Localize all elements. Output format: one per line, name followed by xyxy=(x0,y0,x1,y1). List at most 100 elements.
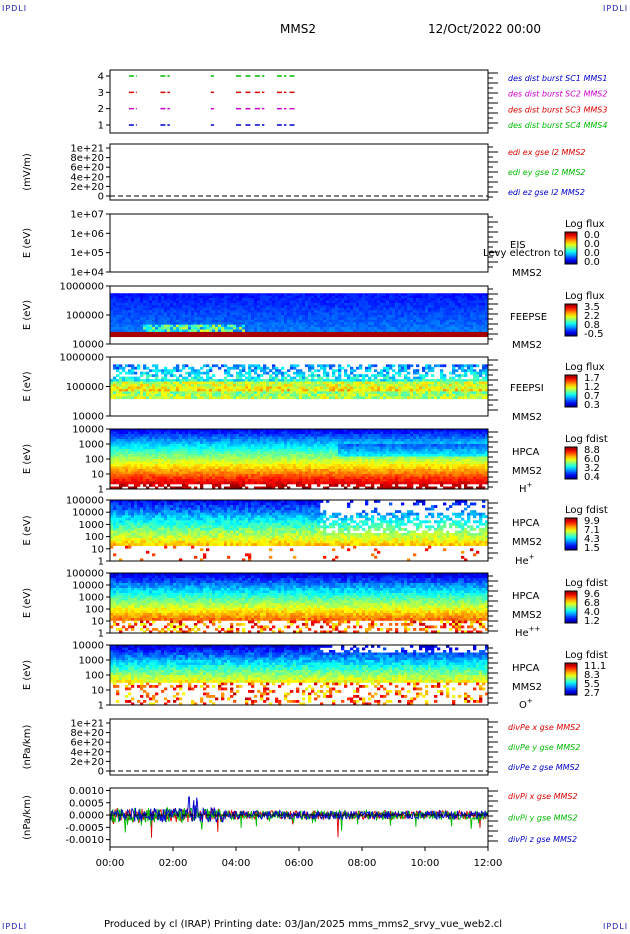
panel-hpca_o-colorbar-title: Log fdist xyxy=(565,650,608,661)
panel-hpca_he1-colorbar-tick-2: 4.3 xyxy=(584,534,600,545)
panel-eis-ytick-label-2: 1e+05 xyxy=(70,248,104,259)
panel-feepsi-colorbar-tick-1: 1.2 xyxy=(584,382,600,393)
panel-edi-ytick-label-1: 8e+20 xyxy=(70,153,104,164)
panel-divpe-ytick-label-4: 2e+20 xyxy=(70,757,104,768)
panel-hpca_o-species: O+ xyxy=(519,697,533,711)
panel-hpca_h-species-sup: + xyxy=(527,481,533,489)
panel-hpca_o-ytick-label-4: 1 xyxy=(98,701,104,712)
panel-hpca_o-ytick-label-2: 100 xyxy=(85,671,104,682)
panel-hpca_o-colorbar-tick-2: 5.5 xyxy=(584,679,600,690)
panel-hpca_he1-ytick-label-0: 100000 xyxy=(66,496,104,507)
panel-feepse-instrument: FEEPSE xyxy=(510,312,547,323)
panel-hpca_he1-ytick-label-4: 10 xyxy=(91,544,104,555)
panel-feepsi-spacecraft: MMS2 xyxy=(512,412,542,423)
panel-feepse-colorbar-tick-0: 3.5 xyxy=(584,302,600,313)
panel-hpca_he1-colorbar xyxy=(564,517,578,551)
spacecraft-title: MMS2 xyxy=(280,22,316,36)
panel-eis-ylabel: E (eV) xyxy=(22,228,33,258)
panel-eis-frame xyxy=(109,213,489,273)
panel-edi-ytick-label-4: 2e+20 xyxy=(70,182,104,193)
panel-burst-frame xyxy=(109,69,489,134)
panel-hpca_he2-colorbar-tick-2: 4.0 xyxy=(584,607,600,618)
panel-hpca_he1-ytick-label-3: 100 xyxy=(85,532,104,543)
panel-hpca_o-instrument: HPCA xyxy=(512,663,540,674)
panel-hpca_h-species: H+ xyxy=(519,481,533,495)
panel-divpe-ytick-label-1: 8e+20 xyxy=(70,728,104,739)
corner-label-top-right: IPDLI xyxy=(603,4,629,13)
panel-divpi-ylabel: (nPa/km) xyxy=(22,795,33,840)
panel-feepse-colorbar-title: Log flux xyxy=(565,291,605,302)
panel-burst-legend-0: des dist burst SC1 MMS1 xyxy=(508,74,607,83)
panel-divpe-legend-0: divPe x gse MMS2 xyxy=(508,723,580,732)
panel-edi-legend-2: edi ez gse l2 MMS2 xyxy=(508,188,585,197)
panel-feepsi-ytick-label-0: 1000000 xyxy=(59,353,104,364)
panel-hpca_he2-ytick-label-2: 1000 xyxy=(79,593,104,604)
panel-hpca_he2-instrument: HPCA xyxy=(512,591,540,602)
panel-hpca_o-colorbar-tick-3: 2.7 xyxy=(584,688,600,699)
panel-divpe-legend-2: divPe z gse MMS2 xyxy=(508,763,580,772)
panel-hpca_he2-colorbar-tick-0: 9.6 xyxy=(584,589,600,600)
panel-hpca_o-colorbar-tick-0: 11.1 xyxy=(584,661,606,672)
panel-feepsi-colorbar-tick-2: 0.7 xyxy=(584,391,600,402)
panel-burst-ytick-label-2: 2 xyxy=(98,104,104,115)
panel-hpca_o-ytick-label-0: 10000 xyxy=(72,641,104,652)
panel-feepse-colorbar-tick-2: 0.8 xyxy=(584,320,600,331)
panel-feepse-spacecraft: MMS2 xyxy=(512,340,542,351)
panel-divpe-frame xyxy=(109,718,489,776)
x-tick-label-5: 10:00 xyxy=(411,858,440,869)
panel-burst-legend-1: des dist burst SC2 MMS2 xyxy=(508,90,607,99)
panel-hpca_o-species-sup: + xyxy=(527,697,533,705)
panel-feepse-ytick-label-1: 100000 xyxy=(66,311,104,322)
panel-hpca_o-colorbar xyxy=(564,662,578,696)
panel-eis-colorbar-tick-1: 0.0 xyxy=(584,239,600,250)
panel-hpca_he1-species: He+ xyxy=(515,553,535,567)
panel-hpca_h-colorbar-tick-3: 0.4 xyxy=(584,472,600,483)
panel-feepse-colorbar-tick-3: -0.5 xyxy=(584,329,604,340)
panel-hpca_he2-colorbar xyxy=(564,590,578,624)
panel-hpca_h-colorbar xyxy=(564,446,578,480)
panel-eis-colorbar xyxy=(564,231,578,265)
panel-hpca_he2-colorbar-title: Log fdist xyxy=(565,578,608,589)
x-tick-label-2: 04:00 xyxy=(222,858,251,869)
panel-hpca_he1-ylabel: E (eV) xyxy=(22,515,33,545)
panel-hpca_h-ytick-label-3: 10 xyxy=(91,470,104,481)
date-title: 12/Oct/2022 00:00 xyxy=(428,22,542,36)
panel-hpca_h-colorbar-tick-0: 8.8 xyxy=(584,445,600,456)
panel-hpca_h-colorbar-tick-1: 6.0 xyxy=(584,454,600,465)
panel-divpi-ytick-label-1: 0.0005 xyxy=(69,798,104,809)
panel-feepsi-colorbar-title: Log flux xyxy=(565,362,605,373)
panel-hpca_o-colorbar-tick-1: 8.3 xyxy=(584,670,600,681)
panel-eis-colorbar-title: Log flux xyxy=(565,219,605,230)
panel-feepsi-ytick-label-2: 10000 xyxy=(72,412,104,423)
panel-hpca_h-ytick-label-4: 1 xyxy=(98,485,104,496)
panel-hpca_he1-species-sup: + xyxy=(529,553,535,561)
panel-divpi-legend-2: divPi z gse MMS2 xyxy=(508,835,577,844)
panel-hpca_he1-ytick-label-1: 10000 xyxy=(72,508,104,519)
panel-eis-overlay-text: Levy electron to xyxy=(483,248,564,259)
panel-edi-legend-0: edi ex gse l2 MMS2 xyxy=(508,148,586,157)
panel-feepsi-colorbar-tick-3: 0.3 xyxy=(584,400,600,411)
panel-hpca_he2-ytick-label-1: 10000 xyxy=(72,581,104,592)
panel-eis-spacecraft: MMS2 xyxy=(512,268,542,279)
panel-hpca_he1-frame xyxy=(109,499,489,562)
panel-hpca_he1-heatmap xyxy=(110,500,489,562)
panel-edi-ytick-label-2: 6e+20 xyxy=(70,163,104,174)
panel-edi-ytick-label-5: 0 xyxy=(98,192,104,203)
panel-feepse-ytick-label-2: 10000 xyxy=(72,340,104,351)
panel-hpca_h-instrument: HPCA xyxy=(512,447,540,458)
corner-label-bottom-left: IPDLI xyxy=(2,922,28,931)
panel-hpca_he1-colorbar-title: Log fdist xyxy=(565,505,608,516)
panel-burst-ytick-label-0: 4 xyxy=(98,72,104,83)
panel-hpca_he2-colorbar-tick-1: 6.8 xyxy=(584,598,600,609)
panel-divpe-ytick-label-3: 4e+20 xyxy=(70,747,104,758)
panel-burst-legend-3: des dist burst SC4 MMS4 xyxy=(508,121,607,130)
panel-divpe-ylabel: (nPa/km) xyxy=(22,725,33,770)
panel-burst-legend-2: des dist burst SC3 MMS3 xyxy=(508,105,607,114)
panel-hpca_he1-colorbar-tick-0: 9.9 xyxy=(584,516,600,527)
panel-divpi-ytick-label-4: -0.0010 xyxy=(65,835,104,846)
panel-hpca_o-ytick-label-1: 1000 xyxy=(79,656,104,667)
panel-eis-colorbar-tick-2: 0.0 xyxy=(584,248,600,259)
panel-feepsi-heatmap xyxy=(110,364,489,400)
panel-eis-colorbar-tick-0: 0.0 xyxy=(584,230,600,241)
panel-hpca_o-spacecraft: MMS2 xyxy=(512,682,542,693)
